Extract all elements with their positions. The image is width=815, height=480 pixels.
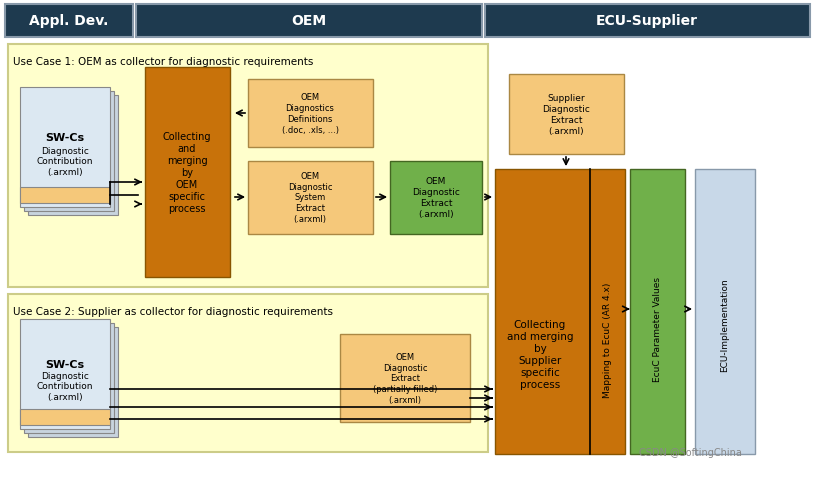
Bar [248,80,373,148]
Bar [495,169,625,454]
Bar [5,5,133,38]
Text: CSDN @SoftingChina: CSDN @SoftingChina [639,447,742,457]
Text: EcuC Parameter Values: EcuC Parameter Values [653,277,662,382]
Text: OEM: OEM [292,14,327,28]
Text: SW-Cs: SW-Cs [46,359,85,369]
Text: Mapping to EcuC (AR 4.x): Mapping to EcuC (AR 4.x) [602,282,611,397]
Bar [20,188,110,204]
Text: ECU-Implementation: ECU-Implementation [720,277,729,371]
Bar [248,162,373,235]
Bar [485,5,810,38]
Text: ECU-Supplier: ECU-Supplier [596,14,698,28]
Bar [340,334,470,422]
Text: Use Case 1: OEM as collector for diagnostic requirements: Use Case 1: OEM as collector for diagnos… [13,57,314,67]
Text: SW-Cs: SW-Cs [46,133,85,143]
Bar [695,169,755,454]
Text: Diagnostic
Contribution
(.arxml): Diagnostic Contribution (.arxml) [37,146,93,177]
Bar [390,162,482,235]
Bar [24,324,114,433]
Text: Use Case 2: Supplier as collector for diagnostic requirements: Use Case 2: Supplier as collector for di… [13,306,333,316]
Text: Collecting
and
merging
by
OEM
specific
process: Collecting and merging by OEM specific p… [163,132,211,214]
Text: OEM
Diagnostic
Extract
(.arxml): OEM Diagnostic Extract (.arxml) [412,177,460,218]
Text: Appl. Dev.: Appl. Dev. [29,14,108,28]
Text: OEM
Diagnostics
Definitions
(.doc, .xls, ...): OEM Diagnostics Definitions (.doc, .xls,… [281,93,338,134]
Bar [8,294,488,452]
Bar [24,92,114,212]
Bar [630,169,685,454]
Bar [136,5,482,38]
Text: Supplier
Diagnostic
Extract
(.arxml): Supplier Diagnostic Extract (.arxml) [542,94,590,135]
Bar [28,327,118,437]
Bar [28,96,118,216]
Bar [20,88,110,207]
Text: Collecting
and merging
by
Supplier
specific
process: Collecting and merging by Supplier speci… [507,319,573,389]
Text: Diagnostic
Contribution
(.arxml): Diagnostic Contribution (.arxml) [37,371,93,401]
Bar [20,409,110,425]
Text: OEM
Diagnostic
System
Extract
(.arxml): OEM Diagnostic System Extract (.arxml) [288,172,333,224]
Bar [509,75,624,155]
Bar [145,68,230,277]
Text: OEM
Diagnostic
Extract
(partially filled)
(.arxml): OEM Diagnostic Extract (partially filled… [372,352,437,404]
Bar [20,319,110,429]
Bar [8,45,488,288]
